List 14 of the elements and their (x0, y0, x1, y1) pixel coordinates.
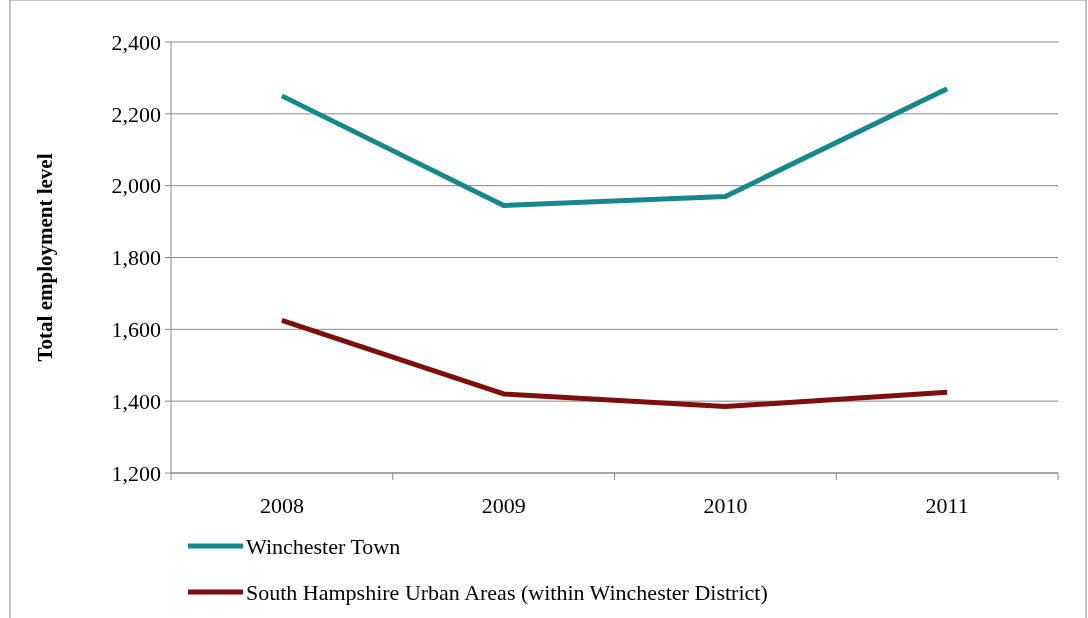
y-axis-title: Total employment level (33, 153, 57, 362)
x-tick-label: 2011 (925, 493, 969, 518)
y-tick-label: 2,000 (111, 173, 161, 199)
y-tick-label: 1,600 (111, 317, 161, 343)
legend-label: South Hampshire Urban Areas (within Winchester District) (246, 579, 768, 605)
y-tick-label: 1,400 (111, 388, 161, 414)
y-tick-label: 2,400 (111, 29, 161, 55)
legend-label: Winchester Town (246, 533, 401, 559)
x-tick-label: 2010 (703, 493, 748, 518)
y-tick-label: 2,200 (111, 101, 161, 127)
y-tick-label: 1,800 (111, 245, 161, 271)
x-tick-label: 2009 (481, 493, 526, 518)
y-tick-label: 1,200 (111, 460, 161, 486)
x-tick-label: 2008 (259, 493, 304, 518)
